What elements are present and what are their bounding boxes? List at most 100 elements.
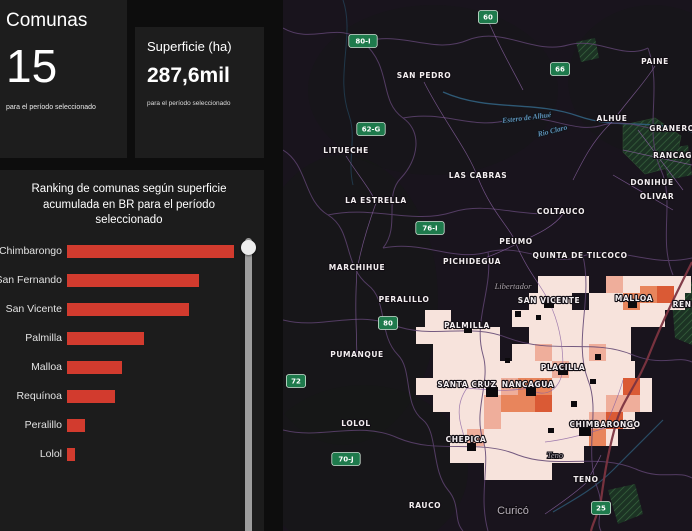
bar-track <box>67 389 234 403</box>
route-shields: 60 80-I 66 62-G 76-I 80 72 70-J 25 <box>286 10 611 515</box>
bar-row: Peralillo <box>0 411 264 440</box>
bar-category-label: Malloa <box>31 361 62 374</box>
chart-scrollbar[interactable] <box>241 238 256 531</box>
map-label-libertador: Libertador <box>494 281 533 291</box>
bar-track <box>67 447 234 461</box>
svg-text:72: 72 <box>291 378 301 386</box>
map-label-pichidegua: PICHIDEGUA <box>443 257 501 266</box>
scrollbar-thumb[interactable] <box>241 240 256 255</box>
map-urban-areas <box>464 299 637 451</box>
svg-text:66: 66 <box>555 66 565 74</box>
map-choropleth <box>416 276 691 480</box>
svg-text:76-I: 76-I <box>422 225 437 233</box>
route-shield-76-i: 76-I <box>415 221 445 235</box>
map-label-curic-: Curicó <box>497 505 529 517</box>
bar[interactable] <box>67 273 199 287</box>
bar[interactable] <box>67 418 86 432</box>
bar[interactable] <box>67 389 116 403</box>
bar-track <box>67 302 234 316</box>
left-panel: Comunas 15 para el período seleccionado … <box>0 0 283 531</box>
bar-category-label: Requínoa <box>16 390 62 403</box>
map-label-santa-cruz: SANTA CRUZ <box>437 380 496 389</box>
map-label-donihue: DONIHUE <box>630 178 673 187</box>
bar-row: Malloa <box>0 353 264 382</box>
map-boundaries <box>283 27 692 531</box>
map-label-chepica: CHEPICA <box>446 435 487 444</box>
kpi-superficie-caption: para el período seleccionado <box>147 100 231 107</box>
map-label-peralillo: PERALILLO <box>379 295 430 304</box>
bar[interactable] <box>67 244 234 258</box>
kpi-card-comunas: Comunas 15 para el período seleccionado <box>0 0 127 158</box>
map-panel[interactable]: 60 80-I 66 62-G 76-I 80 72 70-J 25 SAN PEDRO PAIN… <box>283 0 692 531</box>
route-shield-66: 66 <box>549 62 570 76</box>
bar-category-label: Peralillo <box>24 419 62 432</box>
map-label-placilla: PLACILLA <box>541 363 586 372</box>
bar-row: Chimbarongo <box>0 237 264 266</box>
svg-text:70-J: 70-J <box>338 456 353 464</box>
bar[interactable] <box>67 447 76 461</box>
bar-category-label: San Vicente <box>5 303 62 316</box>
route-shield-80-i: 80-I <box>348 34 378 48</box>
map-vegetation <box>576 38 692 524</box>
map-label-teno: Teno <box>547 450 563 460</box>
map-label-la-estrella: LA ESTRELLA <box>345 196 407 205</box>
map-label-teno: TENO <box>573 475 598 484</box>
map-label-rauco: RAUCO <box>409 501 441 510</box>
map-label-litueche: LITUECHE <box>323 146 369 155</box>
bar-category-label: Palmilla <box>25 332 62 345</box>
map-label-peumo: PEUMO <box>499 237 533 246</box>
route-shield-25: 25 <box>590 501 611 515</box>
svg-text:80-I: 80-I <box>355 38 370 46</box>
map-label-pumanque: PUMANQUE <box>330 350 384 359</box>
kpi-comunas-value: 15 <box>6 40 58 92</box>
map-label-coltauco: COLTAUCO <box>537 207 585 216</box>
route-shield-72: 72 <box>286 374 307 388</box>
map-label-marchihue: MARCHIHUE <box>329 263 386 272</box>
map-label-alhue: ALHUE <box>596 114 627 123</box>
ranking-widget: Ranking de comunas según superficie acum… <box>0 170 264 531</box>
kpi-superficie-value: 287,6mil <box>147 64 230 87</box>
map-rivers <box>342 0 692 513</box>
kpi-cards-row: Comunas 15 para el período seleccionado … <box>0 0 264 158</box>
bar-row: Lolol <box>0 440 264 469</box>
svg-text:62-G: 62-G <box>362 126 381 134</box>
bar-track <box>67 418 234 432</box>
map-label-palmilla: PALMILLA <box>444 321 490 330</box>
bar-category-label: Chimbarongo <box>0 245 62 258</box>
ranking-title: Ranking de comunas según superficie acum… <box>31 183 227 227</box>
map-label-chimbarongo: CHIMBARONGO <box>569 420 640 429</box>
map-label-las-cabras: LAS CABRAS <box>449 171 508 180</box>
map-canvas[interactable]: 60 80-I 66 62-G 76-I 80 72 70-J 25 SAN PEDRO PAIN… <box>283 0 692 531</box>
bar-category-label: San Fernando <box>0 274 62 287</box>
map-label-rancagua: RANCAGUA <box>653 151 692 160</box>
svg-text:25: 25 <box>596 505 606 513</box>
map-label-graneros: GRANEROS <box>649 124 692 133</box>
bar-row: Requínoa <box>0 382 264 411</box>
map-label-san-pedro: SAN PEDRO <box>397 71 452 80</box>
bar-row: San Vicente <box>0 295 264 324</box>
bar-track <box>67 331 234 345</box>
svg-text:60: 60 <box>483 14 493 22</box>
bar-row: Palmilla <box>0 324 264 353</box>
map-label-quinta-de-tilcoco: QUINTA DE TILCOCO <box>532 251 627 260</box>
map-label-olivar: OLIVAR <box>640 192 674 201</box>
svg-text:80: 80 <box>383 320 393 328</box>
map-label-malloa: MALLOA <box>615 294 653 303</box>
kpi-card-superficie: Superficie (ha) 287,6mil para el período… <box>135 27 264 158</box>
map-label-nancagua: NANCAGUA <box>502 380 554 389</box>
bar-category-label: Lolol <box>39 448 62 461</box>
route-shield-62-g: 62-G <box>356 122 386 136</box>
bar[interactable] <box>67 302 189 316</box>
kpi-comunas-caption: para el período seleccionado <box>6 104 96 112</box>
bar[interactable] <box>67 331 144 345</box>
bar-track <box>67 273 234 287</box>
map-label-san-vicente: SAN VICENTE <box>518 296 580 305</box>
route-shield-70-j: 70-J <box>331 452 361 466</box>
bar-chart: Chimbarongo San Fernando San Vicente Palmil… <box>0 237 264 469</box>
kpi-superficie-title: Superficie (ha) <box>147 39 232 54</box>
route-shield-60: 60 <box>477 10 498 24</box>
map-label-paine: PAINE <box>641 57 669 66</box>
map-label-lolol: LOLOL <box>341 419 371 428</box>
bar[interactable] <box>67 360 123 374</box>
